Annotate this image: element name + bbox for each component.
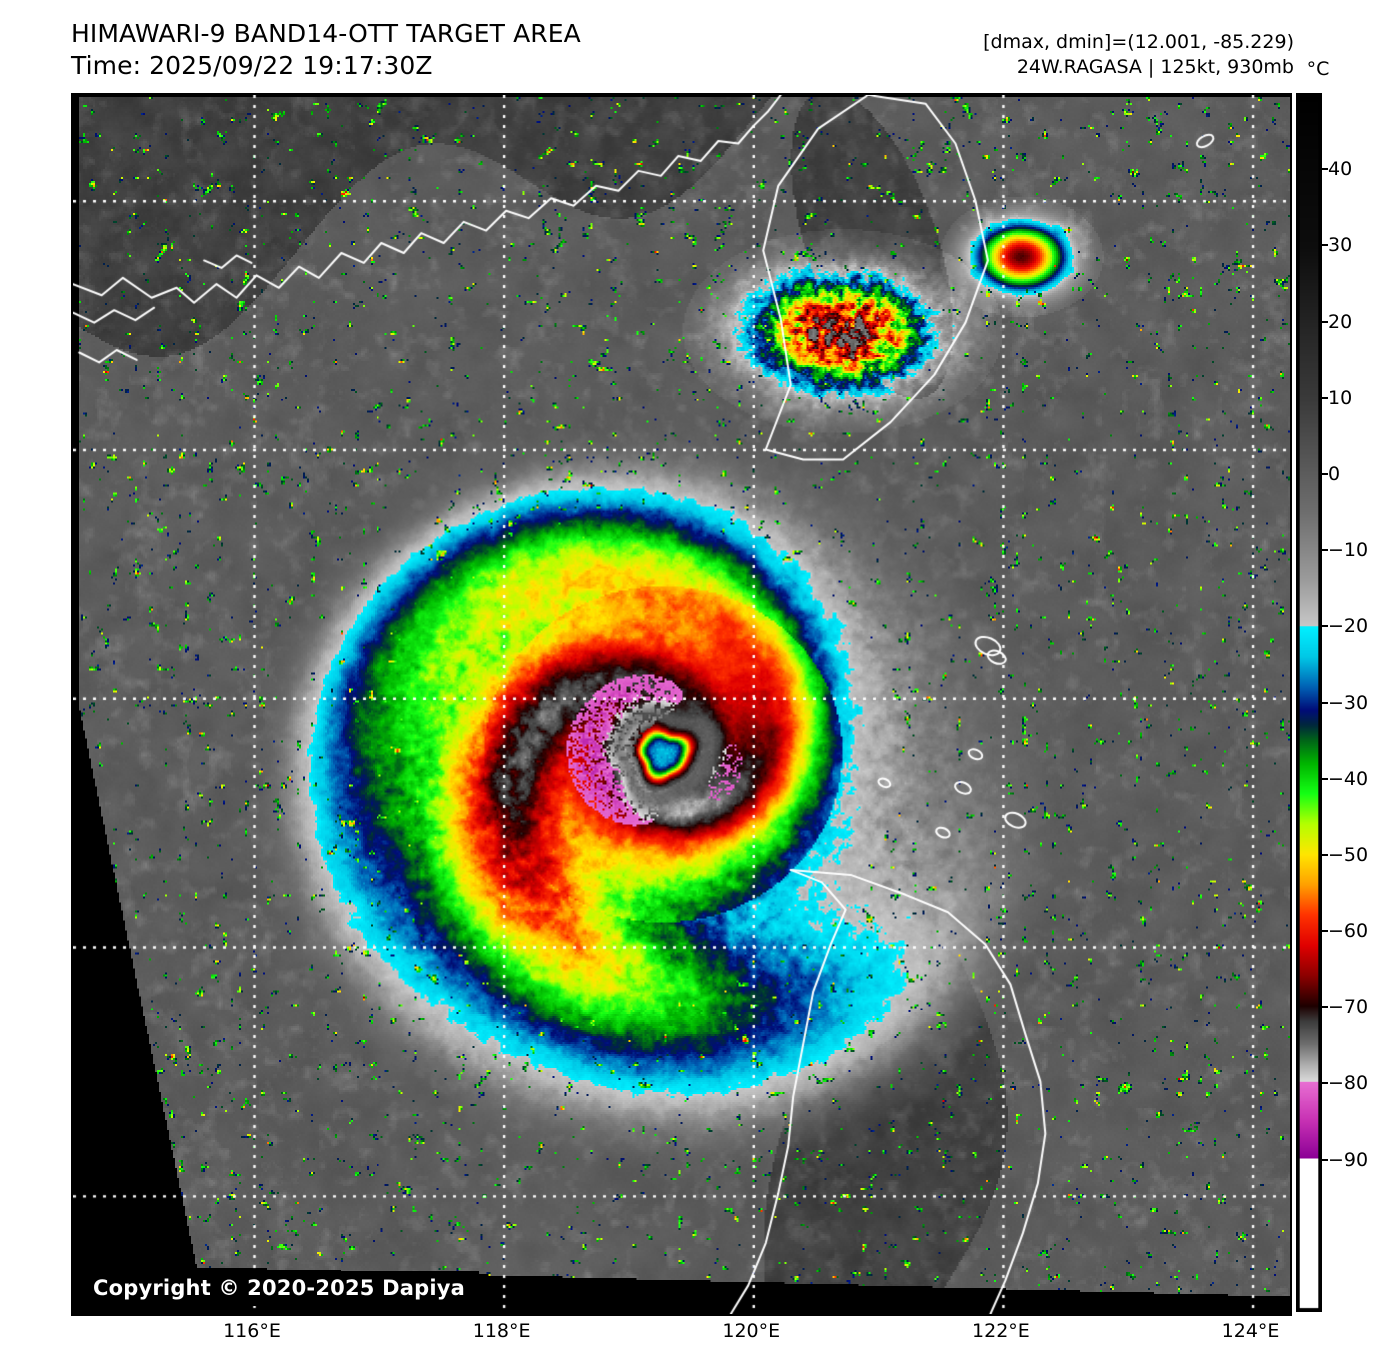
colorbar-tick-label: −60 (1328, 920, 1369, 943)
colorbar-tick-label: 20 (1328, 310, 1353, 333)
colorbar-tick-mark (1322, 472, 1328, 475)
colorbar-tick-mark (1322, 625, 1328, 628)
colorbar-tick-label: −30 (1328, 691, 1369, 714)
page-title: HIMAWARI-9 BAND14-OTT TARGET AREA (71, 19, 581, 48)
colorbar-tick-label: −80 (1328, 1072, 1369, 1095)
colorbar-tick-label: −70 (1328, 996, 1369, 1019)
lon-tick-label: 122°E (972, 1320, 1030, 1342)
longitude-axis: 116°E 118°E 120°E 122°E 124°E (0, 1320, 1390, 1350)
satellite-image-plot[interactable]: Copyright © 2020-2025 Dapiya (71, 93, 1292, 1316)
colorbar-tick-mark (1322, 1006, 1328, 1009)
colorbar-tick-label: 40 (1328, 158, 1353, 181)
lon-tick-label: 124°E (1221, 1320, 1280, 1342)
colorbar-tick-mark (1322, 396, 1328, 399)
satellite-infrared-field (73, 95, 1290, 1314)
colorbar-tick-mark (1322, 930, 1328, 933)
latitude-axis: 24°N22°N20°N18°N16°N (0, 0, 62, 1359)
colorbar-tick-label: −50 (1328, 843, 1369, 866)
colorbar[interactable]: 40 30 20 10 0 −10 −20 −30 −40 −50 −60 −70 −80 −90 (1296, 93, 1368, 1312)
colorbar-tick-mark (1322, 1082, 1328, 1085)
lon-tick-label: 120°E (722, 1320, 781, 1342)
colorbar-tick-label: −90 (1328, 1148, 1369, 1171)
colorbar-tick-mark (1322, 168, 1328, 171)
colorbar-tick-mark (1322, 244, 1328, 247)
storm-intensity-readout: 24W.RAGASA | 125kt, 930mb (1016, 55, 1294, 78)
metadata-block: [dmax, dmin]=(12.001, -85.229) 24W.RAGAS… (983, 30, 1294, 79)
dmax-dmin-readout: [dmax, dmin]=(12.001, -85.229) (983, 31, 1294, 53)
colorbar-tick-mark (1322, 701, 1328, 704)
colorbar-tick-label: −20 (1328, 615, 1369, 638)
colorbar-tick-label: 0 (1328, 462, 1341, 485)
colorbar-tick-label: 30 (1328, 234, 1353, 257)
colorbar-units-label: °C (1306, 58, 1330, 80)
copyright-notice: Copyright © 2020-2025 Dapiya (81, 1271, 479, 1306)
title-block: HIMAWARI-9 BAND14-OTT TARGET AREA Time: … (71, 18, 581, 82)
colorbar-tick-mark (1322, 777, 1328, 780)
colorbar-tick-label: −40 (1328, 767, 1369, 790)
colorbar-tick-label: 10 (1328, 386, 1353, 409)
colorbar-tick-mark (1322, 549, 1328, 552)
lon-tick-label: 118°E (472, 1320, 531, 1342)
colorbar-tick-mark (1322, 853, 1328, 856)
colorbar-gradient (1296, 93, 1322, 1312)
colorbar-tick-mark (1322, 320, 1328, 323)
colorbar-tick-label: −10 (1328, 539, 1369, 562)
observation-time: Time: 2025/09/22 19:17:30Z (71, 51, 433, 80)
colorbar-tick-mark (1322, 1158, 1328, 1161)
lon-tick-label: 116°E (223, 1320, 281, 1342)
